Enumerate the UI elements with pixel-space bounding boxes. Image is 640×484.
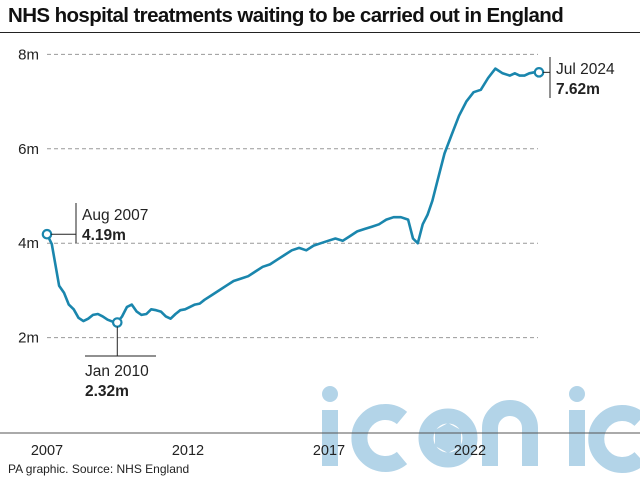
watermark-stroke: [322, 410, 338, 466]
series-line-group: [45, 67, 539, 324]
y-axis-ticks: 2m 4m 6m 8m: [18, 46, 39, 346]
end-date-label: Jul 2024: [556, 61, 615, 78]
y-tick-label: 6m: [18, 141, 39, 158]
watermark-stroke: [418, 408, 478, 468]
watermark-dot: [322, 386, 338, 402]
watermark-stroke: [588, 405, 640, 473]
y-tick-label: 8m: [18, 46, 39, 63]
start-marker: [41, 228, 53, 240]
x-tick-label: 2007: [31, 443, 63, 459]
source-credit: PA graphic. Source: NHS England: [8, 462, 190, 476]
low-marker: [111, 317, 123, 328]
watermark-stroke: [351, 404, 408, 472]
y-tick-label: 4m: [18, 235, 39, 252]
x-tick-label: 2022: [454, 443, 486, 459]
start-value-label: 4.19m: [82, 227, 126, 244]
end-value-label: 7.62m: [556, 81, 600, 98]
iconic-watermark: [322, 386, 640, 473]
low-value-label: 2.32m: [85, 383, 129, 400]
low-date-label: Jan 2010: [85, 363, 149, 380]
annotations: Aug 2007 4.19m Jan 2010 2.32m Jul 2024 7.62m: [41, 57, 615, 400]
start-date-label: Aug 2007: [82, 207, 148, 224]
waiting-list-line: [45, 67, 539, 324]
watermark-stroke: [569, 410, 585, 466]
gridlines: [0, 53, 640, 434]
x-tick-label: 2012: [172, 443, 204, 459]
watermark-dot: [569, 386, 585, 402]
x-tick-label: 2017: [313, 443, 345, 459]
chart-title: NHS hospital treatments waiting to be ca…: [8, 4, 564, 27]
watermark-stroke: [482, 400, 538, 466]
watermark-hexagon: [435, 423, 461, 453]
end-marker: [533, 67, 545, 78]
title-divider: [0, 32, 640, 33]
y-tick-label: 2m: [18, 330, 39, 347]
x-axis-ticks: 2007 2012 2017 2022: [31, 443, 486, 459]
